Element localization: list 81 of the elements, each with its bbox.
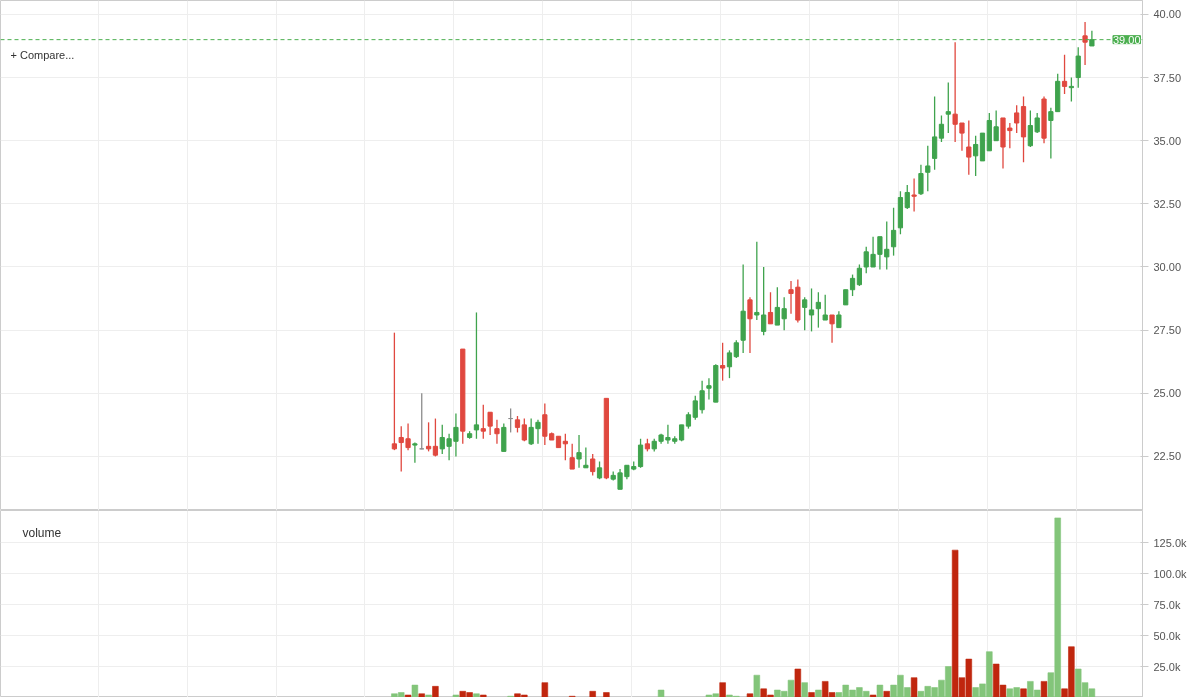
y-tick-label: 25.0k [1153, 660, 1181, 673]
candlestick [890, 206, 897, 257]
bar [815, 689, 822, 697]
bar [480, 694, 487, 697]
candlestick [1075, 46, 1081, 89]
bar [808, 692, 815, 697]
bar [1020, 688, 1027, 697]
y-tick-label: 35.00 [1153, 134, 1182, 147]
bar [589, 691, 596, 697]
ref-line-label: 39.00 [1112, 33, 1141, 46]
candlestick [432, 417, 439, 458]
candlestick [918, 164, 924, 196]
bar [794, 668, 802, 697]
candlestick [487, 411, 493, 436]
candlestick [473, 311, 480, 440]
candlestick [767, 291, 774, 325]
y-tick-label: 125.0k [1153, 536, 1188, 549]
candlestick [637, 438, 644, 469]
bar [473, 693, 480, 697]
candlestick [590, 453, 596, 477]
y-tick-label: 25.00 [1153, 387, 1182, 400]
candlestick [966, 119, 972, 176]
candlestick [925, 145, 931, 192]
bar [418, 693, 425, 697]
bar [746, 693, 754, 697]
candlestick [569, 443, 575, 470]
candlestick [583, 446, 589, 469]
candlestick [726, 349, 733, 379]
candlestick [425, 421, 432, 453]
candlestick [822, 294, 828, 321]
bar [657, 689, 665, 697]
candlestick [932, 95, 938, 171]
candlestick [1048, 107, 1054, 160]
bar [719, 682, 726, 697]
candlestick [480, 404, 486, 440]
candlestick [501, 422, 507, 453]
y-tick-label: 22.50 [1153, 450, 1182, 463]
bar [425, 694, 432, 697]
bar [432, 686, 439, 697]
candlestick [720, 342, 726, 382]
y-tick-label: 75.0k [1153, 598, 1181, 611]
bar [411, 684, 419, 697]
candlestick [391, 332, 398, 451]
candlestick [938, 114, 945, 143]
candlestick [1068, 76, 1074, 103]
y-tick-label: 50.0k [1153, 629, 1181, 642]
bar [869, 694, 877, 697]
bar [541, 682, 549, 697]
bar [452, 694, 460, 697]
bar [753, 674, 761, 697]
y-tick-label: 100.0k [1153, 567, 1188, 580]
bar [910, 677, 918, 697]
bar [603, 692, 610, 697]
y-tick-label: 27.50 [1153, 324, 1182, 337]
candlestick [802, 296, 808, 331]
bar [801, 682, 808, 697]
bar [883, 691, 890, 697]
candlestick [973, 134, 979, 177]
bar [1040, 681, 1048, 697]
candlestick [1082, 21, 1088, 66]
y-tick-label: 30.00 [1153, 260, 1182, 273]
y-tick-label: 40.00 [1153, 8, 1182, 21]
candlestick [1014, 104, 1020, 134]
candlestick [911, 177, 917, 213]
candlestick [494, 419, 500, 445]
y-tick-label: 37.50 [1153, 71, 1182, 84]
candlestick [945, 81, 951, 134]
candlestick [1061, 54, 1068, 95]
candlestick [747, 296, 753, 354]
candlestick [856, 263, 863, 287]
candlestick [808, 287, 815, 333]
y-tick-label: 32.50 [1153, 197, 1182, 210]
annotation: + Compare... [10, 48, 75, 61]
candlestick [815, 291, 821, 329]
candlestick [419, 392, 425, 451]
bar [876, 684, 884, 697]
bar [404, 694, 412, 697]
candlestick [849, 273, 856, 297]
candlestick [576, 434, 582, 469]
candlestick [829, 314, 835, 344]
text: volume [22, 525, 62, 540]
